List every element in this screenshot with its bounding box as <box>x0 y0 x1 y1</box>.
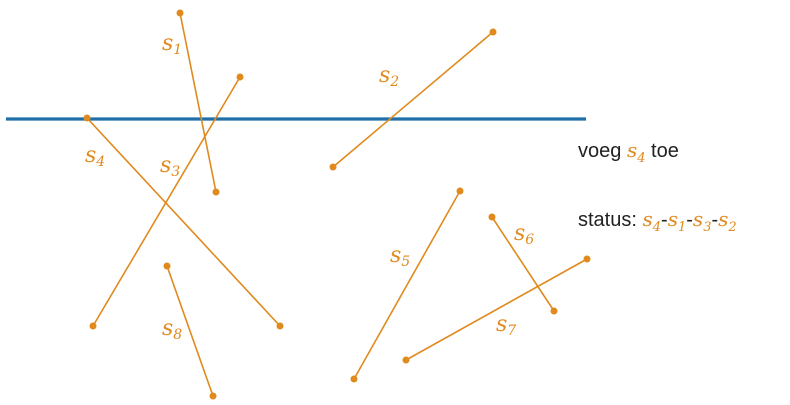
status-item-s4: s4 <box>642 207 662 235</box>
segment-label-s5: s5 <box>390 243 410 270</box>
segment-s8-endpoint-1 <box>163 262 171 270</box>
status-separator: - <box>686 209 693 231</box>
segment-label-s3: s3 <box>160 153 180 180</box>
segment-s3-endpoint-1 <box>236 73 244 81</box>
status-sequence: s4-s1-s3-s2 <box>642 207 737 235</box>
segment-s1-endpoint-1 <box>176 9 184 17</box>
segment-s4 <box>86 117 281 327</box>
status-item-s2: s2 <box>718 207 737 235</box>
segment-s7 <box>405 258 588 361</box>
status-item-s1: s1 <box>667 207 687 235</box>
status-label: status: <box>578 209 637 231</box>
segment-label-s2: s2 <box>379 63 399 90</box>
segment-s6 <box>491 216 555 312</box>
segment-s8 <box>166 265 214 397</box>
segment-s1 <box>179 12 217 193</box>
segment-s6-endpoint-1 <box>488 213 496 221</box>
status-separator: - <box>661 209 668 231</box>
segment-s5-endpoint-2 <box>350 375 358 383</box>
segment-s3-endpoint-2 <box>89 322 97 330</box>
status-line: status: s4-s1-s3-s2 <box>578 207 737 235</box>
segment-s2 <box>332 31 494 168</box>
segment-label-s6: s6 <box>514 221 534 248</box>
segment-s7-endpoint-2 <box>402 356 410 364</box>
segment-s1-endpoint-2 <box>212 188 220 196</box>
segment-s7-endpoint-1 <box>583 255 591 263</box>
segment-s2-endpoint-2 <box>329 163 337 171</box>
segment-label-s1: s1 <box>162 31 182 58</box>
segment-s6-endpoint-2 <box>550 307 558 315</box>
status-separator: - <box>711 209 719 231</box>
action-prefix: voeg <box>578 140 622 162</box>
segment-label-s7: s7 <box>496 312 516 339</box>
segment-s8-endpoint-2 <box>209 392 217 400</box>
status-item-s3: s3 <box>692 207 712 235</box>
segment-s3 <box>92 76 241 327</box>
segment-s2-endpoint-1 <box>489 28 497 36</box>
segment-s4-endpoint-2 <box>276 322 284 330</box>
action-segment: s4 <box>626 138 646 166</box>
segment-label-s4: s4 <box>85 143 105 170</box>
segment-s4-endpoint-1 <box>83 114 91 122</box>
segment-label-s8: s8 <box>162 316 182 343</box>
action-suffix: toe <box>651 140 679 162</box>
action-line: voeg s4 toe <box>578 138 679 166</box>
segment-s5 <box>353 190 461 380</box>
segment-s5-endpoint-1 <box>456 187 464 195</box>
